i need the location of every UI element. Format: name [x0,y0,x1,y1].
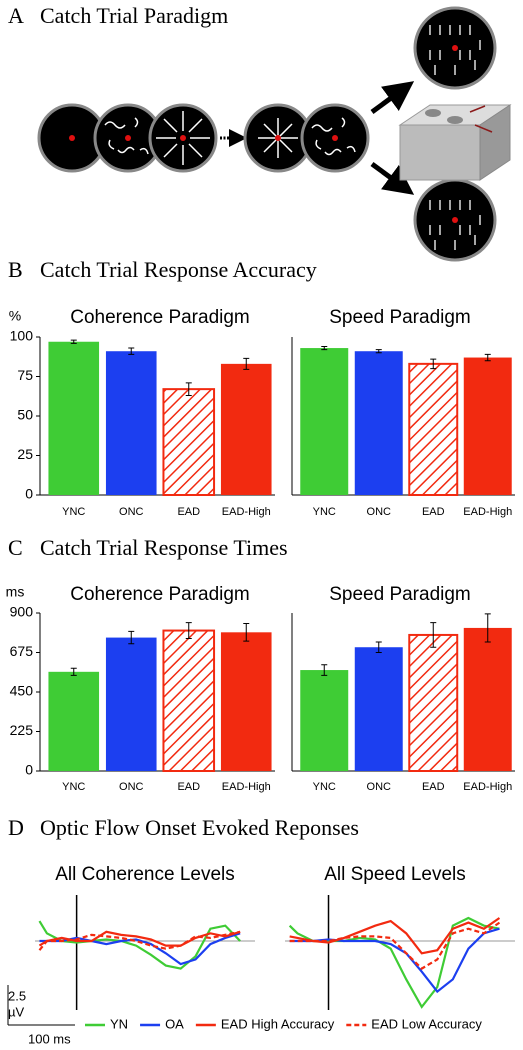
error-bar [185,622,192,639]
y-tick-label: 0 [25,486,33,502]
panel-letter: D [8,815,24,840]
error-bar [430,622,437,648]
panel-letter: A [8,3,24,28]
bar [162,388,216,497]
trace [289,921,501,970]
x-tick-label: ONC [367,506,392,518]
chart-title: Coherence Paradigm [70,584,250,605]
bar [300,348,349,495]
scale-label: 100 ms [28,1031,71,1046]
error-bar [243,357,250,370]
error-bar [484,613,491,643]
panel-title: Catch Trial Paradigm [40,3,228,28]
trace [38,930,241,947]
trace [289,927,500,994]
bar [220,363,272,495]
panel-letter: B [8,257,23,282]
bar [300,670,349,771]
legend-label: OA [165,1016,184,1031]
error-bar [128,630,135,645]
y-tick-label: 450 [10,683,34,699]
chart-title: All Speed Levels [324,864,466,885]
error-bar [430,358,437,370]
x-tick-label: EAD [177,781,200,793]
panel-title: Catch Trial Response Accuracy [40,257,317,282]
x-tick-label: YNC [313,781,336,793]
x-tick-label: YNC [62,781,85,793]
trace [288,916,500,1009]
error-bar [185,382,192,396]
x-tick-label: EAD [422,506,445,518]
y-tick-label: 0 [25,762,33,778]
y-tick-label: 225 [10,722,34,738]
bar [354,351,403,495]
bar [408,633,459,773]
error-bar [375,641,382,653]
bar [48,671,100,771]
error-bar [243,623,250,642]
bar [463,627,512,771]
paradigm-diagram [37,6,512,262]
error-bar [321,664,328,676]
bar [463,357,512,495]
x-tick-label: EAD-High [222,506,271,518]
x-tick-label: ONC [119,781,144,793]
error-bar [375,349,382,354]
chart-title: All Coherence Levels [55,864,235,885]
chart-title: Speed Paradigm [329,584,471,605]
x-tick-label: ONC [367,781,392,793]
x-tick-label: EAD [177,506,200,518]
x-tick-label: EAD-High [463,781,512,793]
chart-title: Speed Paradigm [329,307,471,328]
y-tick-label: 675 [10,643,34,659]
chart-title: Coherence Paradigm [70,307,250,328]
y-tick-label: 900 [10,604,34,620]
x-tick-label: YNC [313,506,336,518]
x-tick-label: YNC [62,506,85,518]
error-bar [70,667,77,676]
legend-label: EAD High Accuracy [221,1016,335,1031]
trace [38,920,241,970]
y-tick-label: 100 [10,328,34,344]
x-tick-label: EAD [422,781,445,793]
bar [105,637,157,771]
y-tick-label: 50 [17,407,33,423]
bar [408,362,459,496]
x-tick-label: EAD-High [222,781,271,793]
error-bar [128,347,135,355]
error-bar [484,353,491,362]
y-tick-label: 25 [17,446,33,462]
y-axis-label: % [9,308,21,324]
x-tick-label: ONC [119,506,144,518]
error-bar [70,339,77,344]
scale-label: µV [8,1004,24,1019]
panel-title: Optic Flow Onset Evoked Reponses [40,815,359,840]
bar [105,351,157,495]
bar [220,632,272,771]
panel-title: Catch Trial Response Times [40,535,288,560]
scale-label: 2.5 [8,988,26,1003]
legend-label: YN [110,1016,128,1031]
panel-letter: C [8,535,23,560]
error-bar [321,345,328,351]
bar [162,629,216,772]
bar [48,341,100,495]
x-tick-label: EAD-High [463,506,512,518]
y-tick-label: 75 [17,367,33,383]
y-axis-label: ms [6,584,25,600]
legend-label: EAD Low Accuracy [371,1016,482,1031]
bar [354,647,403,771]
